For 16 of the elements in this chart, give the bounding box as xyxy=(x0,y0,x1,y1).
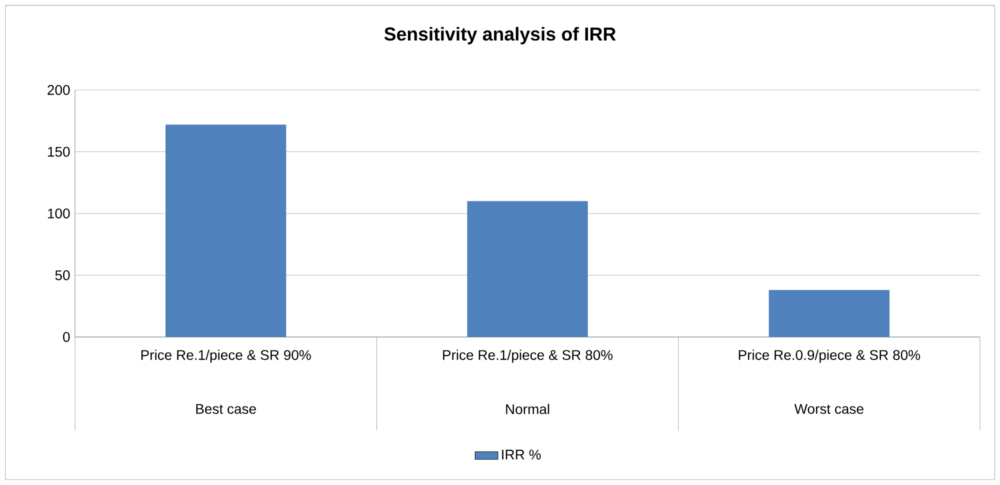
bar xyxy=(467,201,588,337)
y-tick-label: 150 xyxy=(48,146,70,157)
text: Worst case xyxy=(794,404,864,414)
x-tick-label: Price Re.0.9/piece & SR 80% xyxy=(738,350,920,363)
y-tick-label: 100 xyxy=(48,208,70,218)
x-tick-label: Price Re.1/piece & SR 90% xyxy=(141,350,311,363)
text: Normal xyxy=(506,404,550,414)
y-tick-label: 0 xyxy=(63,332,70,342)
chart-title: Sensitivity analysis of IRR xyxy=(384,26,616,44)
y-tick-label: 50 xyxy=(55,270,70,280)
bar xyxy=(166,124,286,337)
x-tick-label: Price Re.1/piece & SR 80% xyxy=(443,350,613,363)
y-tick-label: 200 xyxy=(48,85,70,95)
legend-label: IRR % xyxy=(502,450,541,460)
bar xyxy=(768,290,890,337)
text: Best case xyxy=(196,404,256,414)
